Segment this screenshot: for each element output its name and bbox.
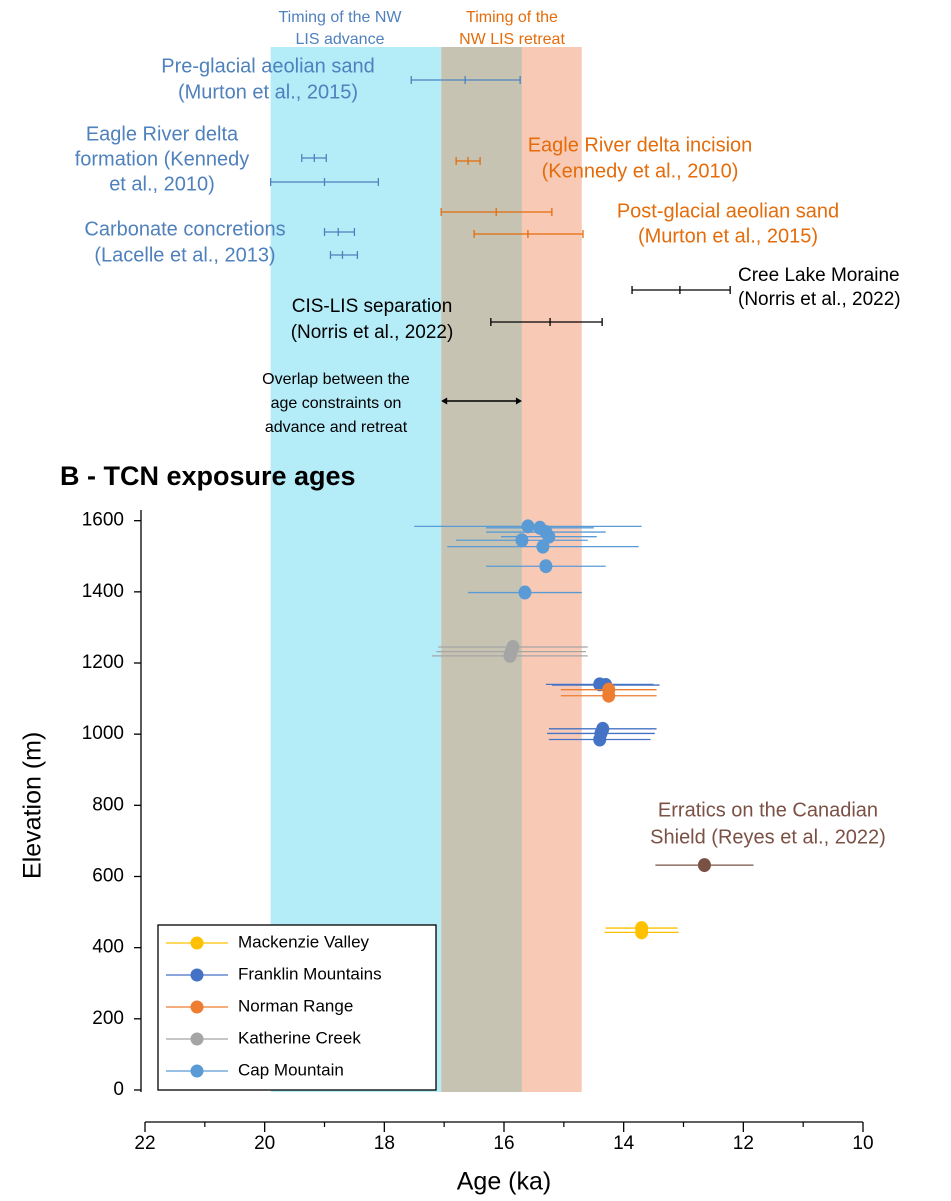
label-line: age constraints on xyxy=(271,395,402,412)
y-tick-label: 400 xyxy=(92,937,124,958)
timing-band xyxy=(441,47,522,1092)
label-line: Carbonate concretions xyxy=(84,218,285,240)
data-point xyxy=(515,533,529,548)
legend-marker xyxy=(190,1032,204,1046)
label-line: LIS advance xyxy=(296,31,385,48)
y-tick-label: 0 xyxy=(113,1079,124,1100)
x-tick-label: 20 xyxy=(254,1133,275,1154)
timing-band xyxy=(521,47,582,1092)
x-tick-label: 10 xyxy=(852,1133,873,1154)
y-tick-label: 1400 xyxy=(82,581,124,602)
x-axis-label: Age (ka) xyxy=(457,1168,551,1196)
legend-marker xyxy=(190,968,204,982)
data-point xyxy=(602,688,616,703)
label-line: Pre-glacial aeolian sand xyxy=(161,55,374,77)
x-tick-label: 16 xyxy=(493,1133,514,1154)
label-line: (Kennedy et al., 2010) xyxy=(542,160,739,182)
y-tick-label: 1600 xyxy=(82,510,124,531)
data-point xyxy=(521,519,535,534)
label-line: Overlap between the xyxy=(262,371,410,388)
label-line: (Lacelle et al., 2013) xyxy=(94,244,275,266)
data-point xyxy=(536,539,550,554)
y-tick-label: 800 xyxy=(92,794,124,815)
label-line: Shield (Reyes et al., 2022) xyxy=(650,826,886,848)
x-tick-label: 12 xyxy=(733,1133,754,1154)
data-point xyxy=(697,858,711,873)
legend-label: Norman Range xyxy=(238,996,353,1015)
legend-label: Katherine Creek xyxy=(238,1028,361,1047)
data-point xyxy=(635,925,649,940)
legend-label: Cap Mountain xyxy=(238,1060,344,1079)
x-tick-label: 22 xyxy=(134,1133,155,1154)
legend-label: Mackenzie Valley xyxy=(238,932,370,951)
label-line: Eagle River delta xyxy=(86,123,239,145)
data-point xyxy=(593,732,607,747)
y-tick-label: 1200 xyxy=(82,652,124,673)
label-line: Timing of the xyxy=(466,9,558,26)
y-tick-label: 600 xyxy=(92,866,124,887)
arrow-head xyxy=(515,397,522,405)
chart-title: B - TCN exposure ages xyxy=(60,461,356,491)
label-line: (Murton et al., 2015) xyxy=(178,81,358,103)
legend-label: Franklin Mountains xyxy=(238,964,382,983)
label-line: (Norris et al., 2022) xyxy=(738,289,901,310)
legend-marker xyxy=(190,1000,204,1014)
arrow-head xyxy=(441,397,448,405)
y-tick-label: 1000 xyxy=(82,723,124,744)
label-line: Post-glacial aeolian sand xyxy=(617,200,839,222)
label-line: Cree Lake Moraine xyxy=(738,265,900,286)
data-point xyxy=(503,648,517,663)
label-line: CIS-LIS separation xyxy=(292,296,453,317)
legend-marker xyxy=(190,936,204,950)
label-line: Eagle River delta incision xyxy=(528,134,753,156)
y-tick-label: 200 xyxy=(92,1008,124,1029)
legend-marker xyxy=(190,1064,204,1078)
y-axis-label: Elevation (m) xyxy=(19,732,47,879)
label-line: Timing of the NW xyxy=(279,9,403,26)
data-point xyxy=(539,559,553,574)
label-line: (Norris et al., 2022) xyxy=(291,322,454,343)
label-line: et al., 2010) xyxy=(109,173,215,195)
label-line: (Murton et al., 2015) xyxy=(638,225,818,247)
timing-band xyxy=(270,47,442,1092)
data-point xyxy=(518,585,532,600)
x-tick-label: 14 xyxy=(613,1133,635,1154)
label-line: formation (Kennedy xyxy=(75,148,250,170)
x-tick-label: 18 xyxy=(374,1133,395,1154)
label-line: Erratics on the Canadian xyxy=(658,799,878,821)
label-line: advance and retreat xyxy=(265,419,408,436)
label-line: NW LIS retreat xyxy=(459,31,565,48)
